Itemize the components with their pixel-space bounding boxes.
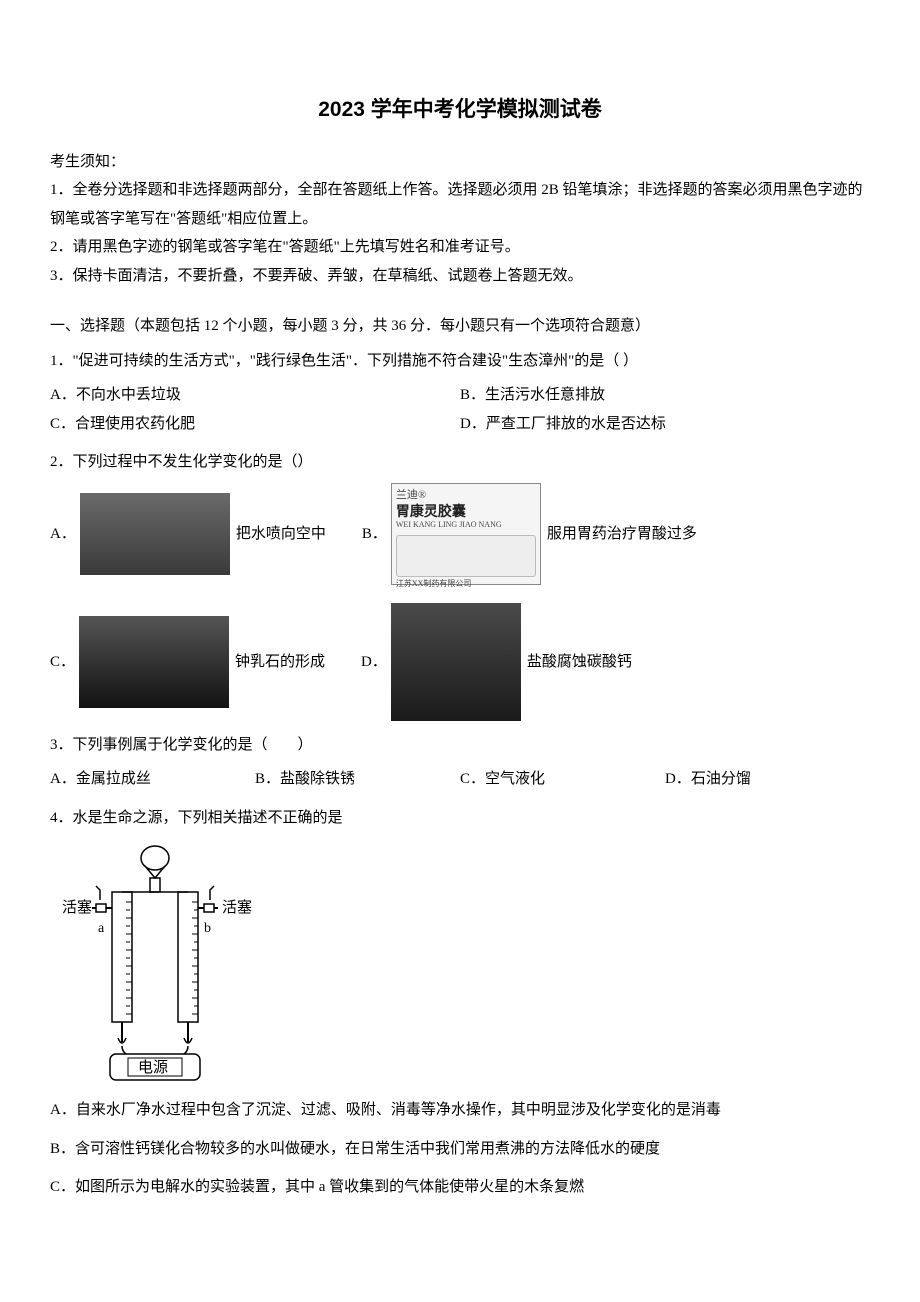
q2-option-d-group: D． 盐酸腐蚀碳酸钙 xyxy=(361,603,632,721)
q2-caption-c: 钟乳石的形成 xyxy=(235,648,325,677)
capsule-name: 胃康灵胶囊 xyxy=(396,502,536,520)
q1-stem: 1．"促进可持续的生活方式"，"践行绿色生活"．下列措施不符合建设"生态漳州"的… xyxy=(50,347,870,376)
diagram-right-stopcock-label: 活塞 xyxy=(222,898,252,916)
q3-option-c: C．空气液化 xyxy=(460,765,665,794)
exam-title: 2023 学年中考化学模拟测试卷 xyxy=(50,90,870,130)
instruction-line-1: 1．全卷分选择题和非选择题两部分，全部在答题纸上作答。选择题必须用 2B 铅笔填… xyxy=(50,176,870,233)
q2-option-c-group: C． 钟乳石的形成 xyxy=(50,616,325,708)
diagram-label-b: b xyxy=(204,921,211,936)
instruction-line-2: 2．请用黑色字迹的钢笔或答字笔在"答题纸"上先填写姓名和准考证号。 xyxy=(50,233,870,262)
diagram-label-a: a xyxy=(98,921,105,936)
electrolysis-diagram: 活塞 活塞 a b 电源 xyxy=(50,842,870,1082)
q1-option-d: D．严查工厂排放的水是否达标 xyxy=(460,410,870,439)
q2-caption-b: 服用胃药治疗胃酸过多 xyxy=(547,520,697,549)
diagram-power-source-label: 电源 xyxy=(138,1059,168,1076)
q2-stem: 2．下列过程中不发生化学变化的是（） xyxy=(50,448,870,477)
capsule-brand: 兰迪® xyxy=(396,488,536,502)
q3-option-b: B．盐酸除铁锈 xyxy=(255,765,460,794)
q1-option-b: B．生活污水任意排放 xyxy=(460,381,870,410)
capsule-pinyin: WEI KANG LING JIAO NANG xyxy=(396,520,536,530)
q2-letter-c: C． xyxy=(50,648,75,677)
q4-option-c: C．如图所示为电解水的实验装置，其中 a 管收集到的气体能使带火星的木条复燃 xyxy=(50,1173,870,1202)
q2-option-b-group: B． 兰迪® 胃康灵胶囊 WEI KANG LING JIAO NANG 江苏X… xyxy=(362,483,697,585)
q4-option-a: A．自来水厂净水过程中包含了沉淀、过滤、吸附、消毒等净水操作，其中明显涉及化学变… xyxy=(50,1096,870,1125)
q2-image-d-corrosion xyxy=(391,603,521,721)
q2-image-b-capsule-box: 兰迪® 胃康灵胶囊 WEI KANG LING JIAO NANG 江苏XX制药… xyxy=(391,483,541,585)
q3-stem: 3．下列事例属于化学变化的是（ ） xyxy=(50,731,870,760)
q2-caption-d: 盐酸腐蚀碳酸钙 xyxy=(527,648,632,677)
q2-image-c-stalactite xyxy=(79,616,229,708)
q3-option-a: A．金属拉成丝 xyxy=(50,765,255,794)
q2-caption-a: 把水喷向空中 xyxy=(236,520,326,549)
q2-letter-d: D． xyxy=(361,648,387,677)
question-3: 3．下列事例属于化学变化的是（ ） A．金属拉成丝 B．盐酸除铁锈 C．空气液化… xyxy=(50,731,870,794)
instructions-block: 考生须知： 1．全卷分选择题和非选择题两部分，全部在答题纸上作答。选择题必须用 … xyxy=(50,148,870,291)
section-1-header: 一、选择题（本题包括 12 个小题，每小题 3 分，共 36 分．每小题只有一个… xyxy=(50,312,870,341)
capsule-graphic-placeholder xyxy=(396,535,536,577)
q3-option-d: D．石油分馏 xyxy=(665,765,870,794)
question-1: 1．"促进可持续的生活方式"，"践行绿色生活"．下列措施不符合建设"生态漳州"的… xyxy=(50,347,870,439)
q2-letter-b: B． xyxy=(362,520,387,549)
question-2: 2．下列过程中不发生化学变化的是（） A． 把水喷向空中 B． 兰迪® 胃康灵胶… xyxy=(50,448,870,721)
capsule-manufacturer: 江苏XX制药有限公司 xyxy=(396,579,536,589)
diagram-left-stopcock-label: 活塞 xyxy=(62,898,92,916)
instructions-heading: 考生须知： xyxy=(50,148,870,177)
q4-option-b: B．含可溶性钙镁化合物较多的水叫做硬水，在日常生活中我们常用煮沸的方法降低水的硬… xyxy=(50,1135,870,1164)
q2-image-a-fountain xyxy=(80,493,230,575)
q1-option-a: A．不向水中丢垃圾 xyxy=(50,381,460,410)
question-4: 4．水是生命之源，下列相关描述不正确的是 xyxy=(50,804,870,1202)
q1-option-c: C．合理使用农药化肥 xyxy=(50,410,460,439)
instruction-line-3: 3．保持卡面清洁，不要折叠，不要弄破、弄皱，在草稿纸、试题卷上答题无效。 xyxy=(50,262,870,291)
q4-stem: 4．水是生命之源，下列相关描述不正确的是 xyxy=(50,804,870,833)
q2-letter-a: A． xyxy=(50,520,76,549)
q2-option-a-group: A． 把水喷向空中 xyxy=(50,493,326,575)
